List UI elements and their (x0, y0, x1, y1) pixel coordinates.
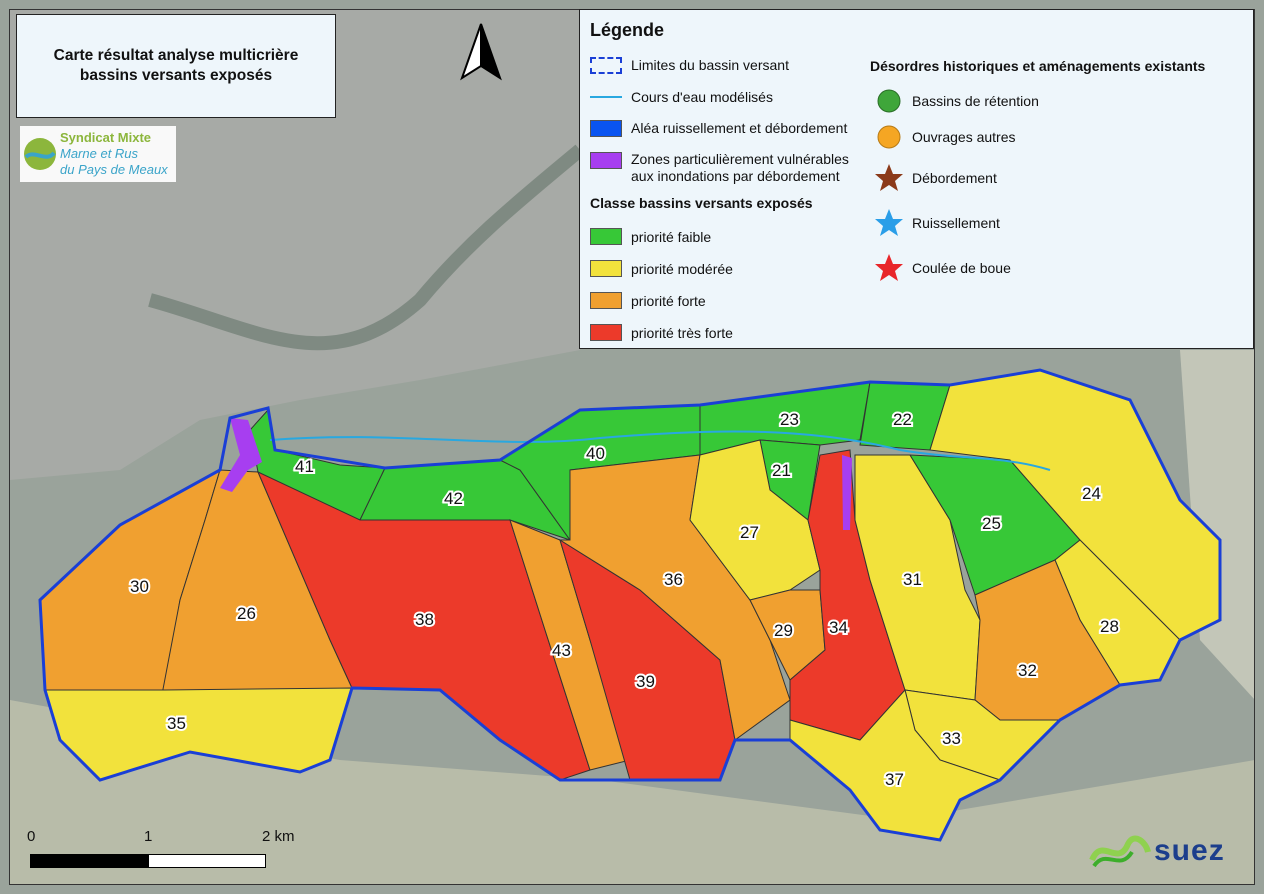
basins-layer (39, 369, 1221, 841)
basin-label: 23 (780, 410, 799, 429)
scale-label-2: 2 km (262, 828, 295, 845)
legend-classes-title: Classe bassins versants exposés (590, 195, 813, 211)
legend-swatch-boundary (590, 57, 622, 74)
logo-line2: Marne et Rus (60, 146, 139, 161)
basin-label: 42 (444, 489, 463, 508)
legend-swatch-vulnerable (590, 152, 622, 169)
vulnerable-zone (220, 418, 262, 492)
basin-labels: 21 22 23 24 25 26 27 28 29 30 31 32 33 3… (128, 408, 1121, 791)
basin-label: 30 (130, 577, 149, 596)
basin-label: 22 (893, 410, 912, 429)
basin-label: 43 (552, 641, 571, 660)
legend-swatch-moderee (590, 260, 622, 277)
basin-label: 39 (636, 672, 655, 691)
brand-name: suez (1154, 834, 1225, 867)
basin-label: 36 (664, 570, 683, 589)
river-marne (148, 144, 585, 351)
legend-swatch-stream (590, 96, 622, 98)
legend-label-debordement: Débordement (912, 170, 997, 186)
circle-green-icon (877, 89, 901, 113)
legend-panel: Légende Limites du bassin versant Cours … (579, 9, 1254, 349)
scale-bar (30, 854, 266, 868)
legend-swatch-forte (590, 292, 622, 309)
legend-title: Légende (590, 20, 665, 40)
basin-label: 27 (740, 523, 759, 542)
legend-label-coulee: Coulée de boue (912, 260, 1011, 276)
legend-label-stream: Cours d'eau modélisés (631, 89, 773, 105)
legend-label-retention: Bassins de rétention (912, 93, 1039, 109)
legend-label-ruissellement: Ruissellement (912, 215, 1000, 231)
north-arrow-icon (456, 22, 506, 82)
basin-label: 34 (829, 618, 848, 637)
suez-logo: suez (1088, 828, 1248, 876)
watershed-boundary (38, 368, 1222, 842)
fields-south (10, 700, 1255, 885)
basin-label: 35 (167, 714, 186, 733)
basin-label: 37 (885, 770, 904, 789)
star-blue-icon (875, 209, 903, 236)
basin-label: 32 (1018, 661, 1037, 680)
logo-line1: Syndicat Mixte (60, 130, 152, 145)
legend-history-title: Désordres historiques et aménagements ex… (870, 58, 1206, 74)
legend-label-faible: priorité faible (631, 229, 712, 245)
map-title-line1: Carte résultat analyse multicrière (53, 47, 299, 64)
legend-swatch-tres-forte (590, 324, 622, 341)
map-title-line2: bassins versants exposés (79, 67, 273, 84)
legend-label-hazard: Aléa ruissellement et débordement (631, 120, 848, 136)
basin-label: 38 (415, 610, 434, 629)
logo-line3: du Pays de Meaux (60, 162, 168, 177)
basin-label: 21 (772, 461, 791, 480)
basin-label: 29 (774, 621, 793, 640)
legend-swatch-hazard (590, 120, 622, 137)
circle-orange-icon (877, 125, 901, 149)
star-brown-icon (875, 164, 903, 191)
basin-label: 33 (942, 729, 961, 748)
scale-label-0: 0 (27, 828, 36, 845)
basin-label: 41 (295, 457, 314, 476)
suez-swirl-icon (1089, 835, 1151, 868)
basin-label: 40 (586, 444, 605, 463)
legend-label-tres-forte: priorité très forte (631, 325, 733, 341)
legend-label-moderee: priorité modérée (631, 261, 733, 277)
basin-label: 28 (1100, 617, 1119, 636)
legend-label-vulnerable-1: Zones particulièrement vulnérables (631, 151, 849, 167)
leaf-logo-icon (24, 138, 56, 170)
star-red-icon (875, 254, 903, 281)
legend-label-forte: priorité forte (631, 293, 706, 309)
basin-label: 24 (1082, 484, 1101, 503)
syndicat-logo: Syndicat Mixte Marne et Rus du Pays de M… (20, 126, 176, 182)
legend-label-boundary: Limites du bassin versant (631, 57, 789, 73)
stream-lines (269, 430, 1051, 471)
vulnerable-zone-2 (842, 455, 852, 530)
scale-label-1: 1 (144, 828, 153, 845)
legend-label-vulnerable-2: aux inondations par débordement (631, 168, 840, 184)
legend-swatch-faible (590, 228, 622, 245)
map-title-box: Carte résultat analyse multicrière bassi… (16, 14, 336, 118)
basin-label: 25 (982, 514, 1001, 533)
basin-label: 31 (903, 570, 922, 589)
basin-label: 26 (237, 604, 256, 623)
legend-label-ouvrages: Ouvrages autres (912, 129, 1016, 145)
